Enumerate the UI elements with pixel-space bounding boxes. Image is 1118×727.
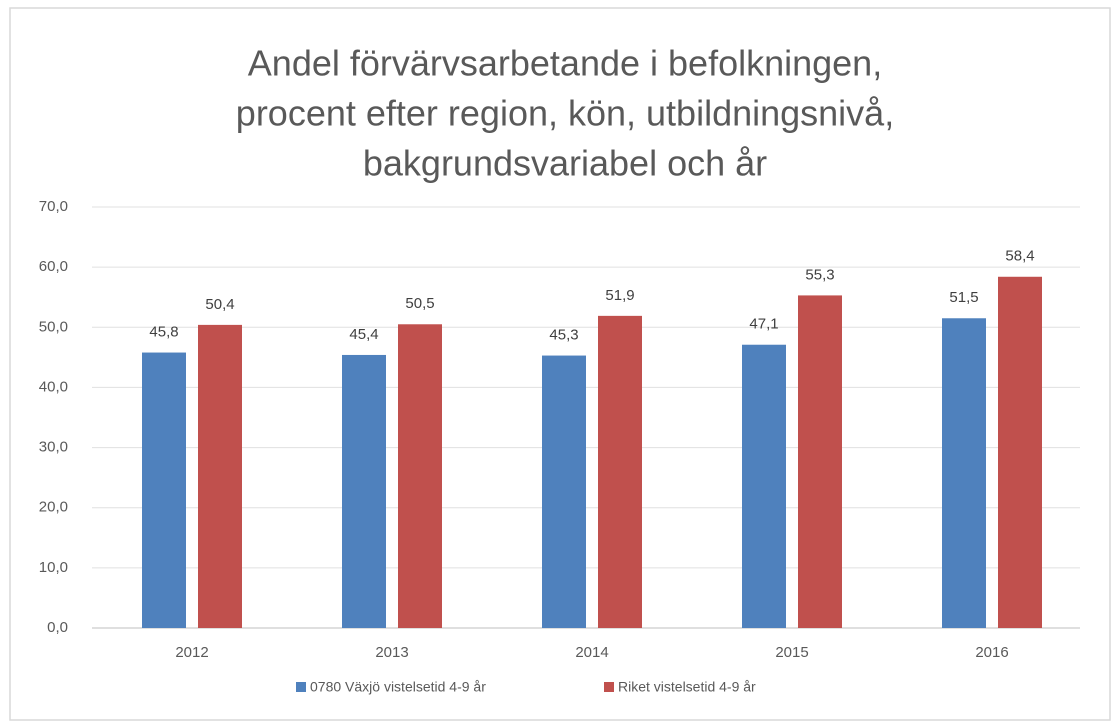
chart-title: procent efter region, kön, utbildningsni…: [236, 93, 894, 134]
value-label: 50,5: [405, 295, 434, 312]
bar: [798, 295, 842, 628]
y-tick-label: 30,0: [39, 439, 68, 456]
legend-label: Riket vistelsetid 4-9 år: [618, 679, 756, 695]
x-tick-label: 2013: [375, 644, 408, 661]
chart-title: bakgrundsvariabel och år: [363, 143, 767, 184]
y-tick-label: 40,0: [39, 378, 68, 395]
x-tick-label: 2015: [775, 644, 808, 661]
y-tick-label: 10,0: [39, 559, 68, 576]
value-label: 45,3: [549, 327, 578, 344]
x-tick-label: 2014: [575, 644, 608, 661]
y-tick-label: 60,0: [39, 258, 68, 275]
bar: [198, 324, 242, 628]
y-tick-label: 70,0: [39, 198, 68, 215]
legend-swatch: [296, 682, 306, 692]
x-tick-label: 2012: [175, 644, 208, 661]
y-tick-label: 20,0: [39, 499, 68, 516]
chart-title: Andel förvärvsarbetande i befolkningen,: [248, 43, 882, 84]
bar: [398, 324, 442, 628]
y-tick-label: 0,0: [47, 619, 68, 636]
bar: [998, 276, 1042, 628]
legend-label: 0780 Växjö vistelsetid 4-9 år: [310, 679, 486, 695]
value-label: 47,1: [749, 316, 778, 333]
value-label: 58,4: [1005, 248, 1034, 265]
bar: [142, 352, 186, 628]
bar: [742, 344, 786, 628]
value-label: 51,9: [605, 287, 634, 304]
value-label: 45,8: [149, 324, 178, 341]
x-tick-label: 2016: [975, 644, 1008, 661]
value-label: 45,4: [349, 326, 378, 343]
value-label: 51,5: [949, 289, 978, 306]
bar: [598, 315, 642, 628]
bar: [342, 354, 386, 628]
value-label: 50,4: [205, 296, 234, 313]
legend-swatch: [604, 682, 614, 692]
bar: [542, 355, 586, 628]
bar: [942, 318, 986, 628]
value-label: 55,3: [805, 266, 834, 283]
y-tick-label: 50,0: [39, 318, 68, 335]
